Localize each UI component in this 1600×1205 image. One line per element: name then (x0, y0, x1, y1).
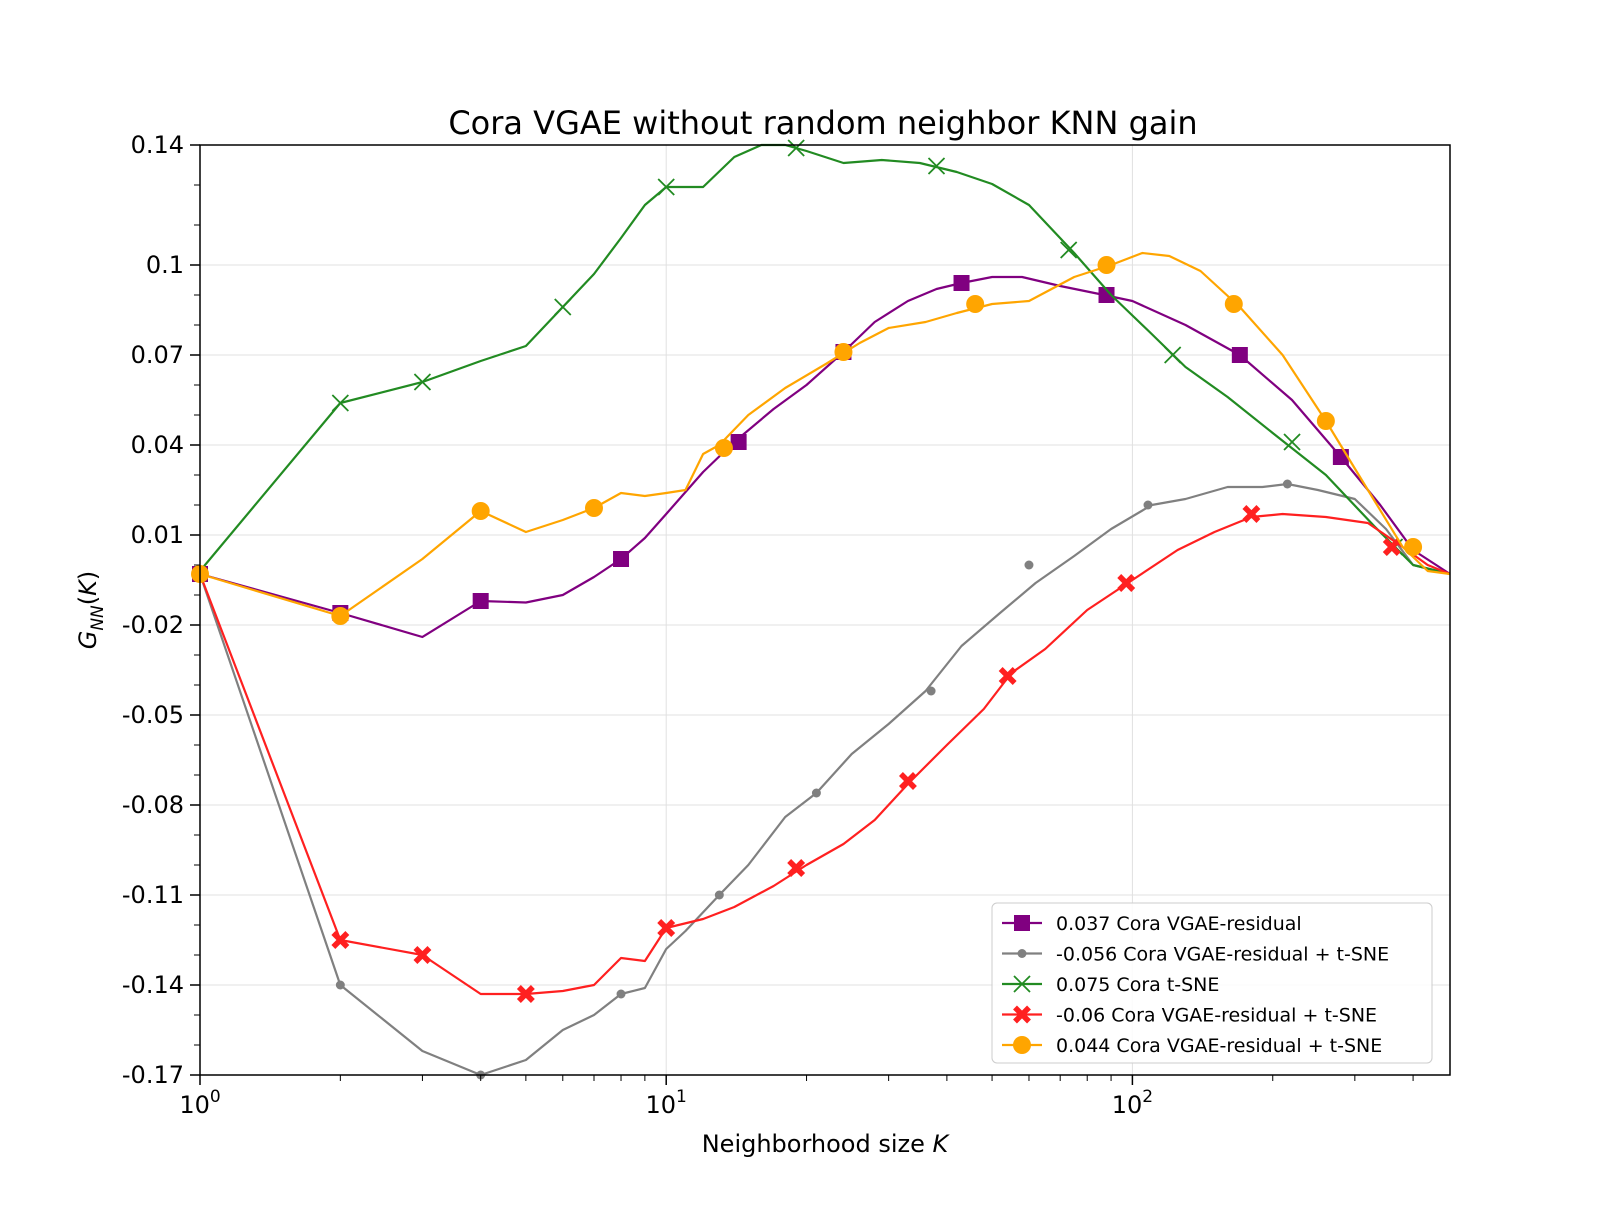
series-marker (554, 298, 572, 316)
series-marker (616, 989, 626, 999)
x-tick-label: 102 (1112, 1087, 1153, 1119)
series-marker (1242, 505, 1261, 523)
series-marker (714, 439, 733, 457)
series-marker (331, 394, 349, 412)
series-3 (199, 139, 1451, 576)
series-marker (1282, 479, 1292, 489)
series-marker (1224, 295, 1243, 313)
series-marker (657, 178, 675, 196)
legend-item: 0.044 Cora VGAE-residual + t-SNE (1002, 1035, 1382, 1057)
legend-swatch-marker (1013, 975, 1031, 993)
series-marker (714, 890, 724, 900)
series-marker (787, 859, 806, 877)
series-line (198, 512, 1451, 996)
y-tick-label: 0.04 (131, 431, 184, 459)
legend: 0.037 Cora VGAE-residual -0.056 Cora VGAE… (991, 902, 1433, 1064)
series-marker (1332, 449, 1349, 465)
series-marker (1316, 412, 1335, 430)
legend-label: 0.044 Cora VGAE-residual + t-SNE (1056, 1035, 1382, 1057)
x-tick-label: 100 (179, 1087, 220, 1119)
series-marker (1283, 433, 1301, 451)
axes: 0.14 0.1 0.07 0.04 0.01 -0.02 -0.05 -0.08 -0.11 -… (122, 131, 1414, 1119)
y-tick-label: -0.17 (122, 1061, 184, 1089)
y-tick-label: -0.14 (122, 971, 184, 999)
series-marker (898, 772, 917, 790)
series-marker (331, 607, 350, 625)
legend-item: -0.056 Cora VGAE-residual + t-SNE (1002, 944, 1389, 966)
x-tick-label: 101 (646, 1087, 687, 1119)
legend-item: 0.075 Cora t-SNE (1002, 974, 1219, 996)
legend-swatch-marker (1013, 1005, 1031, 1024)
series-marker (613, 551, 630, 567)
series-marker (834, 343, 853, 361)
y-tick-label: -0.02 (122, 611, 184, 639)
series-marker (966, 295, 985, 313)
y-tick-label: 0.07 (131, 341, 184, 369)
series-marker (927, 157, 946, 175)
series-4 (198, 505, 1451, 1003)
series-marker (1098, 287, 1115, 303)
series-marker (1404, 538, 1423, 556)
plot-frame (199, 144, 1451, 1076)
legend-item: 0.037 Cora VGAE-residual (1002, 913, 1302, 935)
series-marker (1231, 347, 1248, 363)
series-marker (1117, 574, 1136, 592)
series-marker (1382, 538, 1401, 556)
series-marker (516, 985, 535, 1003)
series-marker (584, 499, 603, 517)
series-1 (192, 275, 1451, 639)
series-line (198, 482, 1451, 1077)
series-layer (191, 139, 1451, 1080)
y-tick-label: 0.01 (131, 521, 184, 549)
series-marker (1164, 346, 1182, 364)
series-line (199, 251, 1451, 618)
series-marker (413, 946, 432, 964)
y-tick-label: -0.08 (122, 791, 184, 819)
series-marker (998, 667, 1017, 685)
legend-label: 0.075 Cora t-SNE (1056, 974, 1219, 996)
series-marker (471, 502, 490, 520)
y-tick-label: 0.1 (146, 251, 184, 279)
series-marker (730, 434, 747, 450)
series-marker (787, 139, 805, 157)
legend-item: -0.06 Cora VGAE-residual + t-SNE (1002, 1005, 1377, 1027)
series-marker (331, 931, 350, 949)
series-marker (472, 593, 489, 609)
y-axis-label: GNN(K) (74, 571, 108, 650)
legend-box (991, 902, 1433, 1064)
legend-label: 0.037 Cora VGAE-residual (1056, 913, 1302, 935)
legend-label: -0.06 Cora VGAE-residual + t-SNE (1056, 1005, 1377, 1027)
legend-swatch-marker (1013, 1036, 1031, 1054)
series-marker (1060, 241, 1078, 259)
series-line (199, 143, 1451, 576)
series-marker (811, 788, 821, 798)
series-marker (1097, 256, 1116, 274)
series-5 (191, 251, 1451, 625)
y-tick-label: -0.11 (122, 881, 184, 909)
legend-swatch-marker (1017, 949, 1027, 958)
series-marker (335, 980, 345, 990)
x-axis-label: Neighborhood size K (702, 1130, 951, 1158)
series-marker (1024, 560, 1034, 570)
series-marker (953, 275, 970, 291)
y-tick-label: 0.14 (131, 131, 184, 159)
series-marker (1143, 500, 1153, 510)
chart-title: Cora VGAE without random neighbor KNN ga… (448, 104, 1197, 142)
legend-swatch-marker (1014, 915, 1030, 931)
series-marker (413, 373, 432, 391)
y-tick-label: -0.05 (122, 701, 184, 729)
series-marker (657, 919, 676, 937)
legend-label: -0.056 Cora VGAE-residual + t-SNE (1056, 944, 1389, 966)
series-marker (926, 686, 936, 696)
